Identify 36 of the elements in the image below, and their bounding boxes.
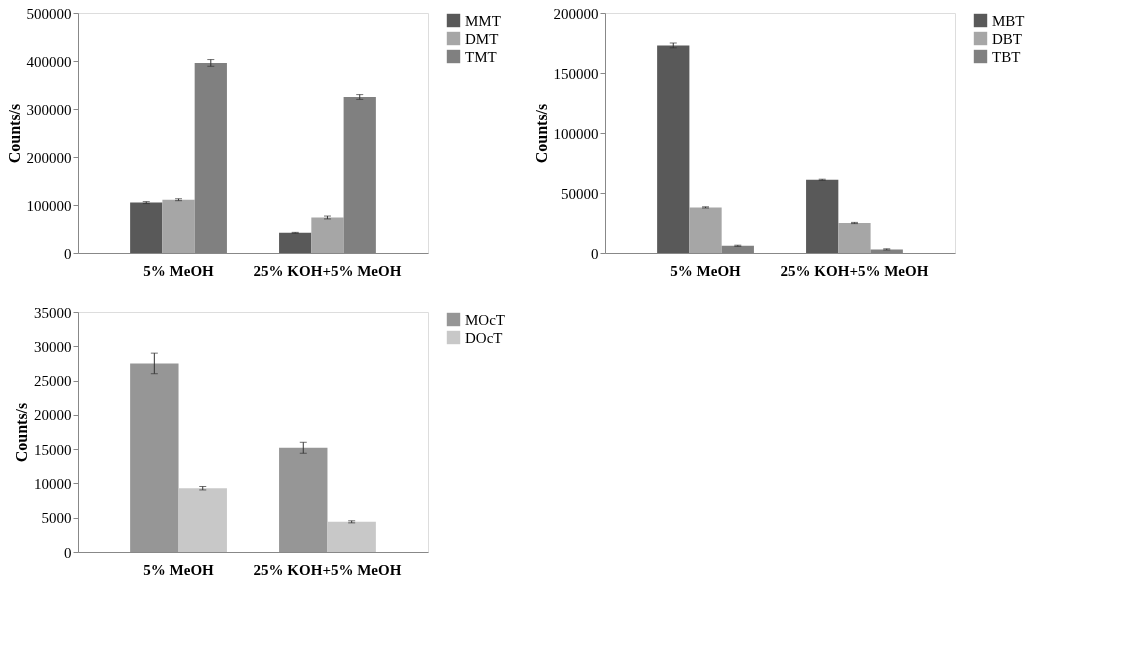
y-tick-label: 200000	[553, 5, 599, 22]
y-tick-label: 10000	[34, 475, 72, 492]
x-tick-label: 25% KOH+5% MeOH	[253, 561, 402, 578]
y-tick-label: 20000	[34, 407, 72, 424]
y-tick-label: 0	[591, 245, 599, 262]
legend-label: MBT	[992, 12, 1025, 29]
y-tick-label: 200000	[26, 149, 72, 166]
x-tick-label: 5% MeOH	[670, 262, 742, 279]
y-tick-label: 300000	[26, 101, 72, 118]
legend-label: TBT	[992, 48, 1021, 65]
x-tick-label: 25% KOH+5% MeOH	[780, 262, 929, 279]
y-axis-title: Counts/s	[13, 402, 30, 463]
legend-label: TMT	[465, 48, 497, 65]
y-tick-label: 100000	[553, 125, 599, 142]
x-tick-label: 25% KOH+5% MeOH	[253, 262, 402, 279]
legend-label: MOcT	[465, 311, 505, 328]
y-tick-label: 100000	[26, 197, 72, 214]
y-tick-label: 35000	[34, 304, 72, 321]
y-tick-label: 0	[64, 245, 72, 262]
y-tick-label: 50000	[561, 185, 599, 202]
y-axis-title: Counts/s	[532, 103, 550, 164]
y-tick-label: 0	[64, 544, 72, 561]
legend-label: DBT	[992, 30, 1022, 47]
y-tick-label: 5000	[41, 510, 72, 527]
y-tick-label: 150000	[553, 65, 599, 82]
x-tick-label: 5% MeOH	[143, 262, 215, 279]
y-tick-label: 400000	[26, 53, 72, 70]
y-tick-label: 25000	[34, 373, 72, 390]
y-tick-label: 15000	[34, 441, 72, 458]
legend-label: MMT	[465, 12, 501, 29]
x-tick-label: 5% MeOH	[143, 561, 215, 578]
legend-label: DOcT	[465, 329, 503, 346]
y-tick-label: 30000	[34, 338, 72, 355]
y-tick-label: 500000	[26, 5, 72, 22]
legend-label: DMT	[465, 30, 499, 47]
y-axis-title: Counts/s	[5, 103, 23, 164]
